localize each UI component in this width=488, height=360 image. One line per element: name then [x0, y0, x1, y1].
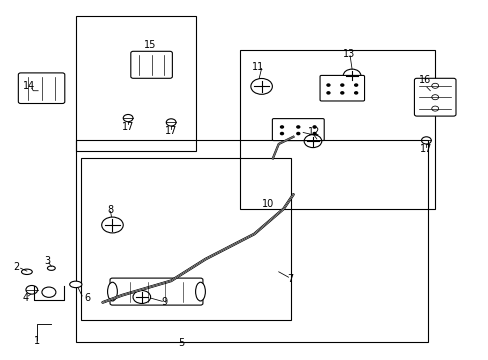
Ellipse shape: [47, 266, 55, 270]
Text: 11: 11: [251, 62, 264, 72]
Text: 6: 6: [84, 293, 90, 303]
Circle shape: [312, 132, 315, 135]
Circle shape: [296, 126, 299, 128]
Text: 3: 3: [44, 256, 50, 266]
Text: 10: 10: [261, 199, 274, 210]
Circle shape: [354, 92, 357, 94]
Text: 1: 1: [34, 336, 40, 346]
Text: 15: 15: [144, 40, 157, 50]
Circle shape: [296, 132, 299, 135]
FancyBboxPatch shape: [110, 278, 203, 305]
Circle shape: [280, 132, 283, 135]
FancyBboxPatch shape: [131, 51, 172, 78]
Text: 16: 16: [418, 75, 431, 85]
Ellipse shape: [195, 282, 205, 301]
Bar: [239, 50, 434, 209]
Bar: [76, 16, 195, 151]
Text: 2: 2: [13, 262, 19, 272]
Bar: [76, 140, 427, 342]
Text: 7: 7: [287, 274, 293, 284]
Circle shape: [354, 84, 357, 86]
Circle shape: [326, 92, 329, 94]
Text: 4: 4: [22, 293, 28, 303]
Text: 8: 8: [107, 204, 113, 215]
Circle shape: [340, 84, 343, 86]
Text: 17: 17: [164, 126, 177, 136]
FancyBboxPatch shape: [19, 73, 64, 104]
FancyBboxPatch shape: [272, 119, 324, 140]
Ellipse shape: [107, 282, 117, 301]
Text: 13: 13: [342, 49, 355, 59]
Ellipse shape: [21, 269, 32, 275]
Text: 5: 5: [178, 338, 183, 348]
FancyBboxPatch shape: [414, 78, 455, 116]
Text: 12: 12: [307, 127, 320, 138]
Circle shape: [326, 84, 329, 86]
Circle shape: [312, 126, 315, 128]
Circle shape: [340, 92, 343, 94]
Bar: [81, 158, 290, 320]
Ellipse shape: [69, 281, 81, 288]
Text: 9: 9: [161, 297, 167, 307]
FancyBboxPatch shape: [319, 76, 364, 101]
Text: 17: 17: [419, 144, 432, 154]
Text: 14: 14: [23, 81, 36, 91]
Circle shape: [280, 126, 283, 128]
Text: 17: 17: [122, 122, 134, 132]
